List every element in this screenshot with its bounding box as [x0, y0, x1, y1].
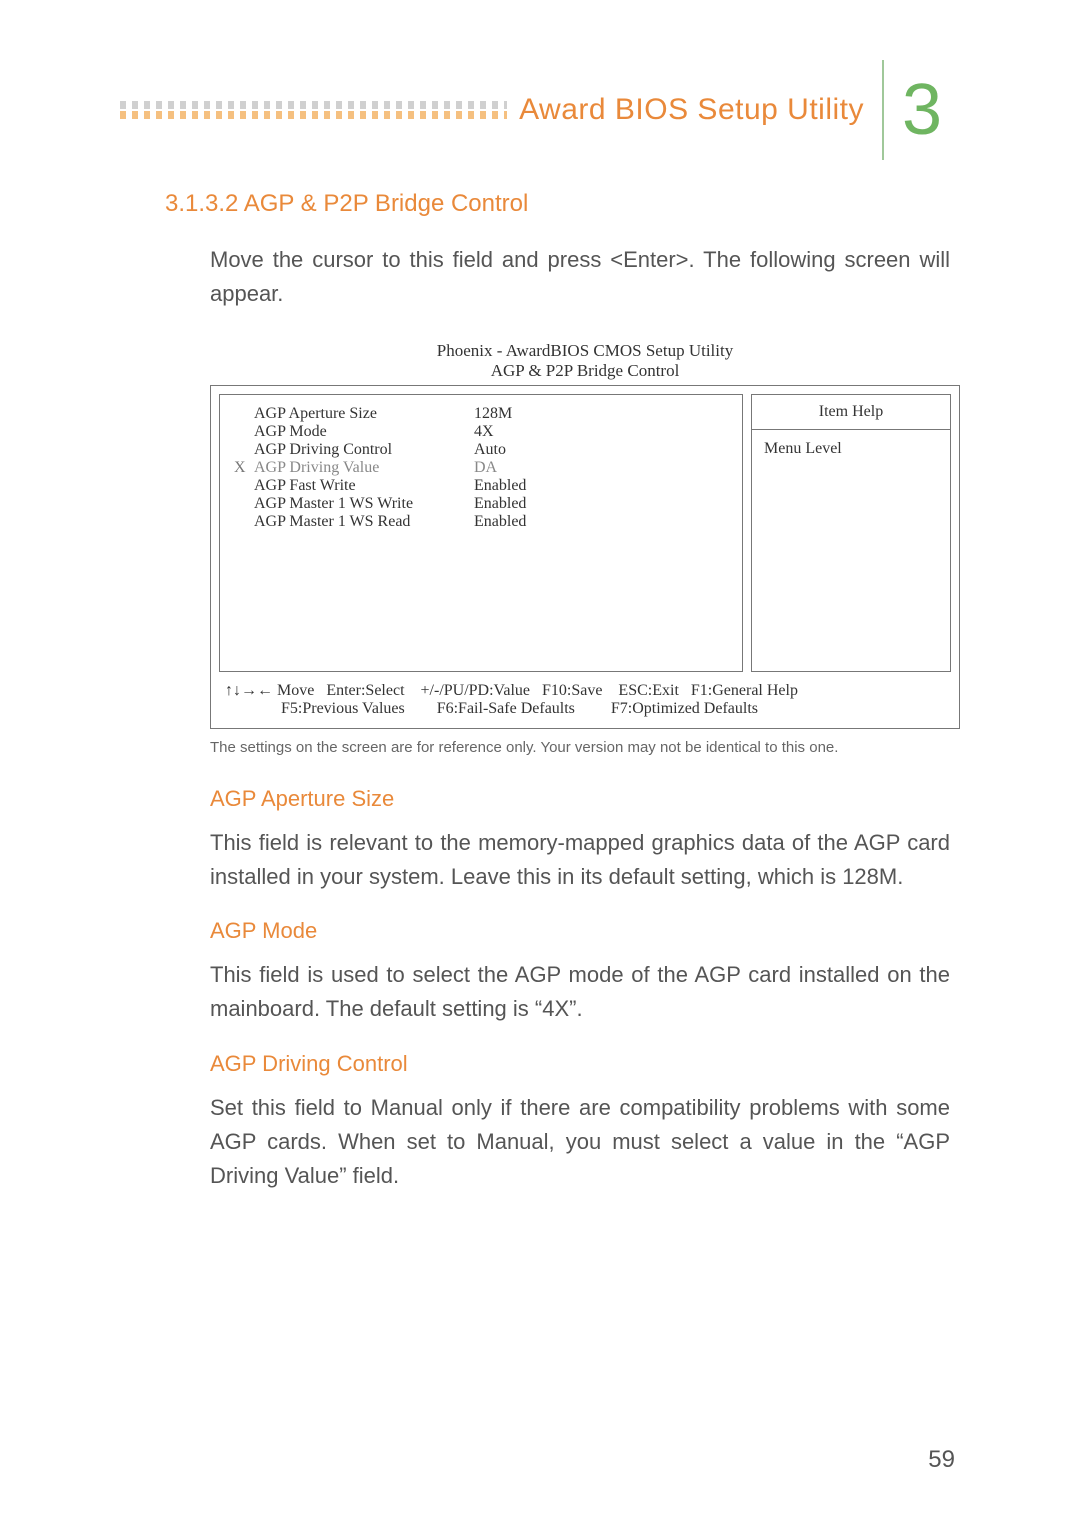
header-title: Award BIOS Setup Utility [519, 93, 864, 127]
bios-title-2: AGP & P2P Bridge Control [210, 361, 960, 381]
bios-footer-line-2: F5:Previous Values F6:Fail-Safe Defaults… [225, 700, 945, 718]
subsection-heading: AGP Driving Control [210, 1051, 960, 1077]
bios-row: AGP Fast WriteEnabled [234, 477, 728, 495]
bios-row: AGP Mode4X [234, 423, 728, 441]
bios-screenshot: Phoenix - AwardBIOS CMOS Setup Utility A… [210, 341, 960, 729]
page-number: 59 [928, 1446, 955, 1474]
subsection-heading: AGP Mode [210, 918, 960, 944]
bios-footer-line-1: ↑↓→← Move Enter:Select +/-/PU/PD:Value F… [225, 682, 945, 700]
bios-footer: ↑↓→← Move Enter:Select +/-/PU/PD:Value F… [211, 676, 959, 728]
chapter-badge: 3 [882, 60, 960, 160]
subsection-body: This field is used to select the AGP mod… [210, 958, 950, 1026]
bios-row: AGP Master 1 WS WriteEnabled [234, 495, 728, 513]
section-intro: Move the cursor to this field and press … [210, 243, 950, 311]
subsection-heading: AGP Aperture Size [210, 786, 960, 812]
header-ornament [120, 101, 507, 119]
bios-menu-level: Menu Level [751, 430, 951, 672]
chapter-number: 3 [902, 69, 942, 151]
bios-settings-list: AGP Aperture Size128M AGP Mode4X AGP Dri… [219, 394, 743, 672]
subsection-body: Set this field to Manual only if there a… [210, 1091, 950, 1193]
bios-panel: AGP Aperture Size128M AGP Mode4X AGP Dri… [210, 385, 960, 729]
subsection-body: This field is relevant to the memory-map… [210, 826, 950, 894]
bios-title-1: Phoenix - AwardBIOS CMOS Setup Utility [210, 341, 960, 361]
section-heading: 3.1.3.2 AGP & P2P Bridge Control [165, 190, 960, 218]
bios-row: AGP Aperture Size128M [234, 405, 728, 423]
bios-row: AGP Driving ControlAuto [234, 441, 728, 459]
bios-caption: The settings on the screen are for refer… [210, 737, 950, 758]
bios-help-title: Item Help [751, 394, 951, 430]
bios-row: AGP Master 1 WS ReadEnabled [234, 513, 728, 531]
bios-row: XAGP Driving ValueDA [234, 459, 728, 477]
page-header: Award BIOS Setup Utility 3 [120, 60, 960, 160]
